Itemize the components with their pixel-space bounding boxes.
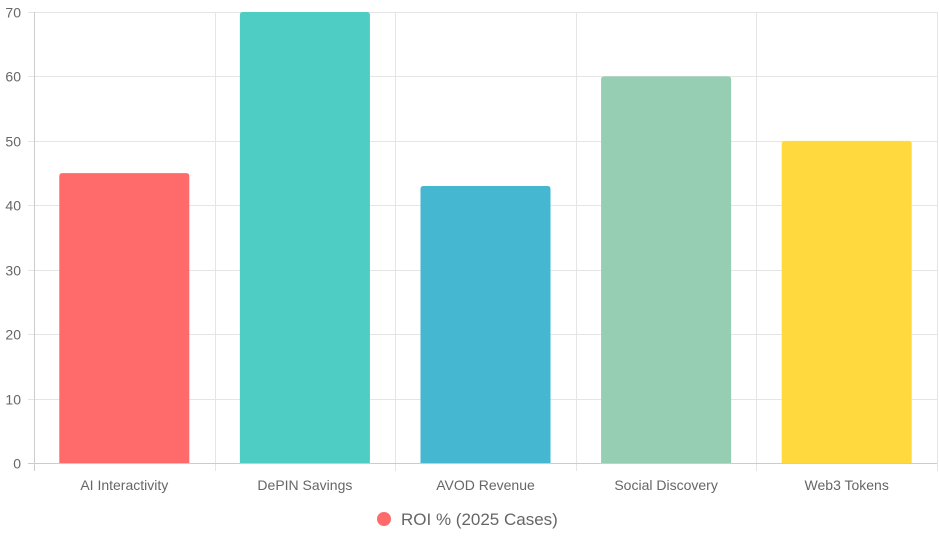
y-tick-labels: 0 10 20 30 40 50 60 70 [5, 5, 21, 472]
x-tick-label: AI Interactivity [80, 477, 168, 493]
x-tick-label: Web3 Tokens [805, 477, 889, 493]
legend-label: ROI % (2025 Cases) [401, 510, 558, 529]
x-tick-label: DePIN Savings [257, 477, 352, 493]
bar[interactable] [239, 12, 370, 463]
x-tick-label: AVOD Revenue [436, 477, 535, 493]
x-tick-labels: AI Interactivity DePIN Savings AVOD Revenu… [80, 477, 889, 493]
y-tick-label: 0 [13, 456, 21, 472]
legend-marker [377, 512, 391, 526]
y-tick-label: 50 [5, 134, 21, 150]
y-tick-label: 60 [5, 69, 21, 85]
bar[interactable] [420, 185, 551, 463]
bar[interactable] [59, 173, 190, 464]
y-tick-label: 40 [5, 198, 21, 214]
bars [59, 12, 912, 464]
y-tick-label: 10 [5, 392, 21, 408]
y-tick-label: 30 [5, 263, 21, 279]
y-tick-label: 70 [5, 5, 21, 21]
legend[interactable]: ROI % (2025 Cases) [377, 510, 558, 529]
bar[interactable] [781, 140, 912, 463]
x-tick-label: Social Discovery [614, 477, 717, 493]
axes [28, 12, 937, 471]
y-tick-label: 20 [5, 327, 21, 343]
bar[interactable] [601, 76, 732, 463]
